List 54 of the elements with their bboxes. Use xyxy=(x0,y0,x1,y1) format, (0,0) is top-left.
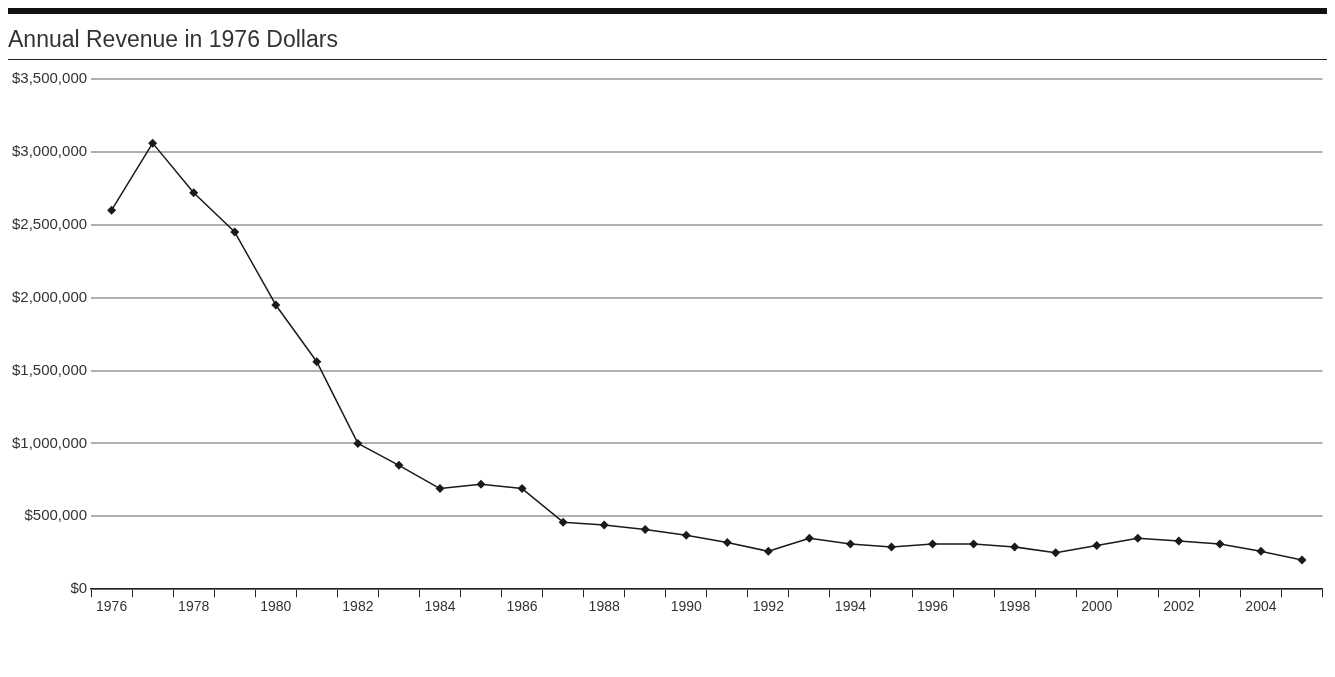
point xyxy=(845,539,855,549)
point xyxy=(928,539,938,549)
y-tick-label: $0 xyxy=(70,579,88,597)
point xyxy=(969,539,979,549)
x-tick-label: 1976 xyxy=(96,598,128,615)
y-tick-label: $500,000 xyxy=(24,506,88,524)
point xyxy=(1256,546,1266,556)
x-tick-label: 1990 xyxy=(670,598,703,615)
point xyxy=(1174,536,1184,546)
y-tick-label: $3,500,000 xyxy=(12,69,88,87)
point xyxy=(353,438,363,448)
point xyxy=(517,484,527,494)
point xyxy=(435,484,445,494)
y-tick-label: $2,500,000 xyxy=(12,214,88,232)
x-tick-label: 1998 xyxy=(999,598,1031,615)
x-tick-label: 2004 xyxy=(1245,598,1277,615)
point xyxy=(148,138,158,148)
point xyxy=(804,533,814,543)
point xyxy=(681,530,691,540)
y-tick-label: $3,000,000 xyxy=(12,142,88,160)
point xyxy=(887,542,896,552)
x-tick-label: 1988 xyxy=(588,598,620,615)
point xyxy=(230,227,240,237)
x-tick-label: 1994 xyxy=(834,598,867,615)
y-tick-label: $1,500,000 xyxy=(12,360,88,378)
y-tick-label: $2,000,000 xyxy=(12,287,88,305)
point xyxy=(599,520,609,530)
point xyxy=(1133,533,1143,543)
point xyxy=(558,517,568,527)
x-tick-label: 2002 xyxy=(1163,598,1195,615)
x-tick-label: 1986 xyxy=(506,598,538,615)
point xyxy=(722,538,732,548)
point xyxy=(189,188,199,198)
point xyxy=(763,546,773,556)
point xyxy=(1297,555,1307,565)
point xyxy=(394,460,404,470)
x-tick-label: 1978 xyxy=(178,598,210,615)
chart-title: Annual Revenue in 1976 Dollars xyxy=(8,14,1327,60)
x-tick-label: 1992 xyxy=(752,598,785,615)
point xyxy=(312,357,322,367)
x-tick-label: 1982 xyxy=(342,598,374,615)
x-tick-label: 1980 xyxy=(260,598,292,615)
point xyxy=(1010,542,1020,552)
point xyxy=(271,300,281,310)
point xyxy=(107,205,117,215)
point xyxy=(1051,548,1061,558)
x-tick-label: 1996 xyxy=(916,598,949,615)
x-tick-label: 1984 xyxy=(424,598,456,615)
point xyxy=(1092,540,1102,550)
point xyxy=(1215,539,1225,549)
point xyxy=(476,479,486,489)
y-tick-label: $1,000,000 xyxy=(12,433,88,451)
point xyxy=(640,524,650,534)
x-tick-label: 2000 xyxy=(1081,598,1113,615)
